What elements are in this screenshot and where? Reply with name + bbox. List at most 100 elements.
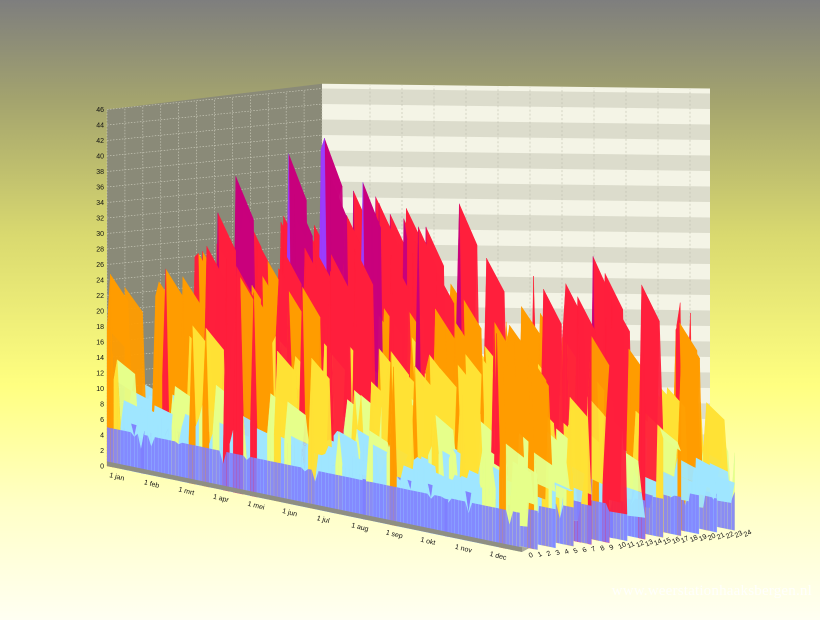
- surface-facet: [330, 271, 352, 444]
- surface-facet: [713, 476, 735, 503]
- hour-tick-label: 4: [564, 548, 571, 556]
- hour-tick-label: 21: [716, 532, 726, 542]
- surface-facet: [588, 335, 610, 417]
- surface-base: [192, 444, 196, 485]
- surface-base: [223, 452, 227, 491]
- surface-base: [605, 503, 610, 543]
- surface-facet: [502, 357, 524, 458]
- surface-base: [530, 509, 535, 550]
- month-tick-label: 1 jul: [316, 515, 331, 525]
- surface-base: [243, 455, 247, 495]
- surface-base: [410, 490, 414, 530]
- surface-facet: [605, 317, 628, 515]
- surface-base: [692, 493, 696, 534]
- back-wall-band: [322, 150, 710, 171]
- surface-base: [663, 493, 668, 533]
- surface-facet: [391, 255, 413, 392]
- back-wall-band: [322, 88, 710, 109]
- hour-tick-label: 9: [608, 544, 615, 552]
- hour-tick-label: 17: [680, 535, 690, 545]
- surface-base: [165, 439, 169, 479]
- surface-base: [545, 507, 549, 547]
- month-tick-label: 1 jan: [109, 472, 126, 482]
- hour-tick-label: 5: [573, 547, 580, 555]
- surface-base: [420, 492, 425, 532]
- surface-base: [710, 492, 714, 532]
- surface-base: [345, 476, 350, 517]
- month-tick-label: 1 okt: [420, 537, 436, 547]
- surface-facet: [462, 395, 484, 489]
- month-tick-label: 1 feb: [143, 479, 160, 490]
- surface-base: [325, 472, 329, 512]
- surface-base: [556, 504, 560, 544]
- surface-base: [287, 464, 292, 505]
- surface-base: [124, 430, 128, 471]
- surface-base: [260, 459, 264, 499]
- surface-base: [681, 491, 686, 532]
- surface-base: [417, 491, 421, 531]
- surface-base: [570, 506, 574, 547]
- surface-base: [559, 505, 564, 545]
- surface-base: [202, 447, 206, 487]
- wall-gridline: [106, 88, 323, 110]
- surface-base: [246, 456, 251, 496]
- surface-base: [538, 505, 542, 546]
- surface-base: [393, 486, 397, 527]
- surface-base: [366, 481, 370, 521]
- month-tick-label: 1 aug: [350, 522, 369, 533]
- z-tick-label: 22: [96, 293, 104, 300]
- z-tick-label: 18: [96, 324, 104, 331]
- surface-base: [652, 496, 657, 537]
- z-tick-label: 36: [96, 185, 104, 192]
- surface-base: [403, 488, 408, 529]
- surface-base: [400, 488, 404, 528]
- surface-base: [178, 442, 182, 482]
- z-tick-label: 24: [96, 278, 104, 285]
- surface-base: [134, 433, 138, 473]
- surface-base: [137, 433, 142, 474]
- surface-base: [588, 505, 592, 545]
- month-tick-label: 1 jun: [281, 508, 298, 518]
- z-tick-label: 16: [96, 340, 104, 347]
- surface-base: [120, 430, 125, 470]
- surface-base: [308, 469, 312, 509]
- surface-base: [492, 507, 496, 547]
- surface-base: [298, 466, 302, 507]
- surface-base: [110, 428, 114, 468]
- surface-facet: [552, 482, 574, 492]
- surface-facet: [236, 266, 258, 308]
- wall-gridline: [106, 103, 323, 126]
- surface-base: [383, 484, 387, 524]
- surface-facet: [659, 427, 681, 452]
- surface-base: [461, 500, 466, 541]
- surface-base: [512, 511, 517, 551]
- surface-base: [502, 509, 507, 549]
- surface-base: [209, 448, 213, 488]
- surface-base: [386, 485, 391, 525]
- z-tick-label: 38: [96, 169, 104, 176]
- z-tick-label: 44: [96, 123, 104, 130]
- surface-base: [595, 501, 600, 541]
- hour-tick-label: 11: [626, 541, 636, 551]
- surface-base: [250, 456, 254, 497]
- hour-tick-label: 24: [743, 529, 753, 539]
- surface-base: [270, 461, 275, 501]
- surface-base: [332, 473, 336, 514]
- z-tick-label: 30: [96, 231, 104, 238]
- wall-gridline: [106, 181, 323, 203]
- surface-base: [311, 469, 316, 510]
- month-tick-label: 1 mei: [247, 501, 266, 512]
- z-tick-label: 8: [100, 402, 104, 409]
- surface-base: [506, 510, 510, 550]
- surface-base: [294, 466, 298, 506]
- surface-base: [168, 440, 172, 480]
- surface-base: [677, 496, 681, 536]
- surface-base: [301, 467, 305, 507]
- surface-base: [304, 469, 309, 508]
- surface-base: [563, 505, 567, 545]
- surface-base: [552, 508, 556, 548]
- z-tick-label: 12: [96, 371, 104, 378]
- hour-tick-label: 12: [635, 540, 645, 550]
- wall-gridline: [106, 196, 323, 219]
